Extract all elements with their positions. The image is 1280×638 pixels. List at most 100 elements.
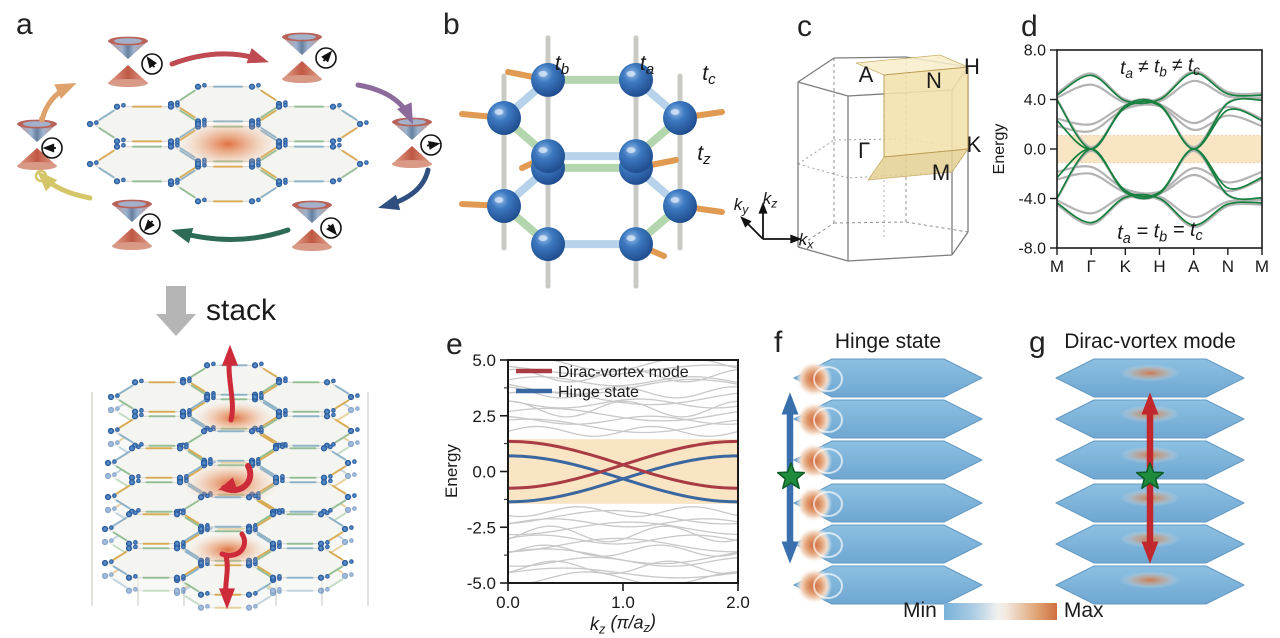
band-curve [1057,148,1262,201]
lattice-atom [531,62,565,97]
bulk-band-curve [508,506,738,518]
panel-d-label: d [1021,10,1038,43]
axis-kz: kz [763,189,778,210]
dispersion-curves [508,360,738,583]
lattice-atom [619,139,653,174]
lattice-atom [487,189,521,223]
dirac-cone-pair [112,199,161,250]
lattice-slab [793,440,983,480]
axis-ky: ky [734,195,750,216]
hopping-label-ta: ta [640,52,654,78]
panel-e-legend: Dirac-vortex mode Hinge state [516,364,689,401]
y-tick-label: -8.0 [1018,241,1046,258]
panel-g: g Dirac-vortex mode [1029,326,1245,605]
mode-curve [508,439,738,490]
panel-a-label: a [16,8,33,41]
panel-g-label: g [1029,326,1046,359]
panel-c-label: c [797,10,812,43]
star-icon [1135,462,1165,490]
dirac-cone-pair [292,200,342,251]
bulk-band-curve [508,360,738,372]
colorbar-gradient [943,602,1057,620]
band-curve [1057,193,1262,226]
lattice-atom [531,227,565,262]
bz-point-N: N [926,68,942,93]
stack-label: stack [206,294,277,327]
lattice-atom [619,227,653,262]
k-axes-icon [740,201,803,244]
lattice-slab [1055,358,1245,398]
lattice-slab [1055,565,1245,605]
bulk-band-curve [508,415,738,425]
x-tick-label: A [1188,257,1200,276]
x-tick-label: M [1255,257,1269,276]
x-tick-label: N [1222,257,1234,276]
bulk-band-curve [508,560,738,575]
vortex-line-arrow [218,344,254,610]
legend-label-dirac-vortex: Dirac-vortex mode [558,364,689,381]
lattice-atom [487,101,521,135]
dirac-cone-pair [282,32,337,83]
bz-point-A: A [859,62,874,87]
panel-f-title: Hinge state [835,330,941,353]
lattice-slab [793,565,983,605]
y-tick-label: 5.0 [472,351,496,370]
star-icon [776,462,806,490]
bz-point-Gamma: Γ [858,138,870,163]
lattice-atom [663,101,697,135]
bulk-band-curve [508,556,738,567]
band-curve [1057,194,1262,229]
phase-cycle-arrows [34,48,431,244]
panel-c: c A N H Γ K M ky kz kx [734,10,982,262]
bz-point-H: H [964,54,980,79]
vortex-core [188,533,268,567]
y-tick-label: -2.5 [467,518,496,537]
panel-f: f Hinge state [774,326,983,605]
x-tick-label: 0.0 [496,593,520,612]
panel-b-label: b [443,8,460,41]
panel-a: a stack [16,8,442,611]
bulk-band-curve [508,518,738,528]
bulk-band-curve [508,548,738,565]
band-curve [1057,79,1262,106]
k-plane [855,54,969,181]
lattice-slab [793,483,983,523]
y-tick-label: 2.5 [472,407,496,426]
stack-arrow-icon [156,286,196,336]
vortex-core [176,119,280,169]
lattice-slab [793,358,983,398]
bz-point-M: M [932,160,950,185]
x-tick-label: K [1120,257,1132,276]
bulk-band-curve [508,386,738,399]
vortex-core [194,401,274,435]
panel-d-annotation-gray: ta ≠ tb ≠ tc [1120,55,1200,81]
x-tick-label: M [1050,257,1064,276]
y-tick-label: 4.0 [1024,92,1046,109]
x-tick-label: 1.0 [611,593,635,612]
x-tick-label: H [1153,257,1165,276]
panel-e-chart: 5.02.50.0-2.5-5.00.0 1.0 2.0 e Energy kz (… [442,328,750,637]
lattice-slab [793,399,983,439]
dirac-cone-pair [108,36,163,87]
band-curves [1057,69,1262,229]
panel-d-annotation-green: ta = tb = tc [1117,219,1203,247]
bulk-band-curve [508,521,738,536]
bz-point-K: K [967,132,982,157]
hopping-label-tb: tb [555,52,569,78]
dirac-cone-pair [17,119,63,170]
bulk-band-curve [508,534,738,545]
bulk-band-curve [508,537,738,553]
lattice-atom [531,139,565,174]
bulk-band-curve [508,544,738,557]
lattice-atom [663,189,697,223]
panel-b: b tb ta tc tz [443,8,725,289]
colorbar-max-label: Max [1063,599,1104,622]
x-tick-label: 2.0 [726,593,750,612]
y-tick-label: 8.0 [1024,43,1046,60]
panel-g-title: Dirac-vortex mode [1064,330,1236,353]
y-tick-label: -4.0 [1018,191,1046,208]
axis-kx: kx [799,230,815,251]
bulk-band-curve [508,567,738,579]
panel-d-chart: 8.04.00.0-4.0-8.0M Γ K H A N M d Energy ta ≠ t… [991,10,1269,276]
